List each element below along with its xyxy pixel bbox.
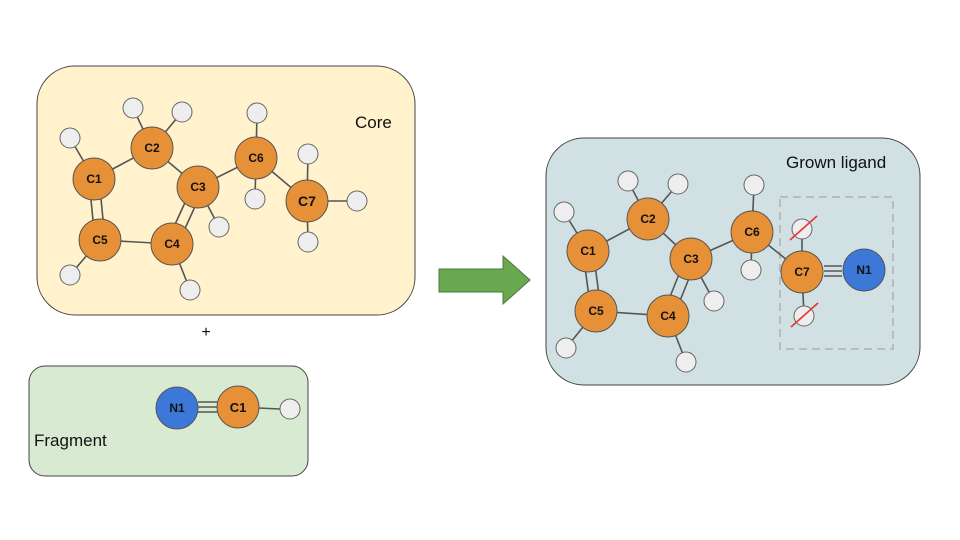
core-atom-c7 <box>285 179 329 223</box>
core-label: Core <box>355 113 392 132</box>
grown-label: Grown ligand <box>786 153 886 172</box>
core-atom-c2 <box>130 126 174 170</box>
hydrogen-atom <box>297 143 319 165</box>
core-atom-c6 <box>234 136 278 180</box>
hydrogen-atom <box>675 351 697 373</box>
hydrogen-atom <box>555 337 577 359</box>
hydrogen-atom <box>617 170 639 192</box>
atom-label: C2 <box>640 212 656 226</box>
grown-panel: Grown ligand <box>545 137 921 386</box>
core-panel: Core <box>36 65 416 316</box>
hydrogen-atom <box>553 201 575 223</box>
grown-atom-c6 <box>730 210 774 254</box>
hydrogen-atom <box>740 259 762 281</box>
grown-atom-c2 <box>626 197 670 241</box>
core-atom-c1 <box>72 157 116 201</box>
fragment-atom-c1 <box>216 385 260 429</box>
hydrogen-atom <box>179 279 201 301</box>
atom-label: C3 <box>683 252 699 266</box>
hydrogen-atom <box>743 174 765 196</box>
atom-label: C6 <box>248 151 264 165</box>
atom-label: C2 <box>144 141 160 155</box>
removed-marks <box>789 215 819 328</box>
grown-atom-c4 <box>646 294 690 338</box>
core-atom-c4 <box>150 222 194 266</box>
hydrogen-atom <box>244 188 266 210</box>
grown-atom-labels: C1 C2 C3 C4 C5 C6 C7 N1 <box>580 212 872 323</box>
grown-atom-c5 <box>574 289 618 333</box>
hydrogen-atom <box>171 101 193 123</box>
grown-atom-c1 <box>566 229 610 273</box>
strike-mark <box>790 302 819 328</box>
plus-sign: + <box>201 324 210 341</box>
strike-mark <box>789 215 818 241</box>
atom-label: C5 <box>588 304 604 318</box>
atom-label: C1 <box>230 400 247 415</box>
hydrogen-atom <box>297 231 319 253</box>
atom-label: N1 <box>856 263 872 277</box>
core-atom-labels: C1 C2 C3 C4 C5 C6 C7 <box>86 141 316 251</box>
hydrogen-atom <box>59 264 81 286</box>
atom-label: C7 <box>298 193 316 209</box>
core-atom-c3 <box>176 165 220 209</box>
hydrogen-atom <box>667 173 689 195</box>
core-carbons <box>72 126 329 266</box>
fragment-label: Fragment <box>34 431 107 450</box>
hydrogen-atom <box>703 290 725 312</box>
replaced-region-box <box>779 196 894 350</box>
hydrogen-atom <box>279 398 301 420</box>
grown-atom-c3 <box>669 237 713 281</box>
grown-atom-n1 <box>842 248 886 292</box>
hydrogen-atom <box>208 216 230 238</box>
grown-carbons <box>566 197 824 338</box>
grown-atom-c7 <box>780 250 824 294</box>
atom-label: C5 <box>92 233 108 247</box>
atom-label: C6 <box>744 225 760 239</box>
reaction-arrow <box>438 254 531 306</box>
hydrogen-atom <box>122 97 144 119</box>
atom-label: C4 <box>660 309 676 323</box>
atom-label: C1 <box>580 244 596 258</box>
fragment-panel: Fragment N1 C1 <box>28 365 309 477</box>
hydrogen-atom <box>246 102 268 124</box>
fragment-atom-n1 <box>155 386 199 430</box>
atom-label: N1 <box>169 401 185 415</box>
atom-label: C4 <box>164 237 180 251</box>
core-atom-c5 <box>78 218 122 262</box>
atom-label: C1 <box>86 172 102 186</box>
atom-label: C3 <box>190 180 206 194</box>
hydrogen-atom <box>346 190 368 212</box>
hydrogen-atom <box>59 127 81 149</box>
fragment-bonds <box>198 401 281 413</box>
atom-label: C7 <box>794 265 810 279</box>
core-hydrogens <box>59 97 368 301</box>
